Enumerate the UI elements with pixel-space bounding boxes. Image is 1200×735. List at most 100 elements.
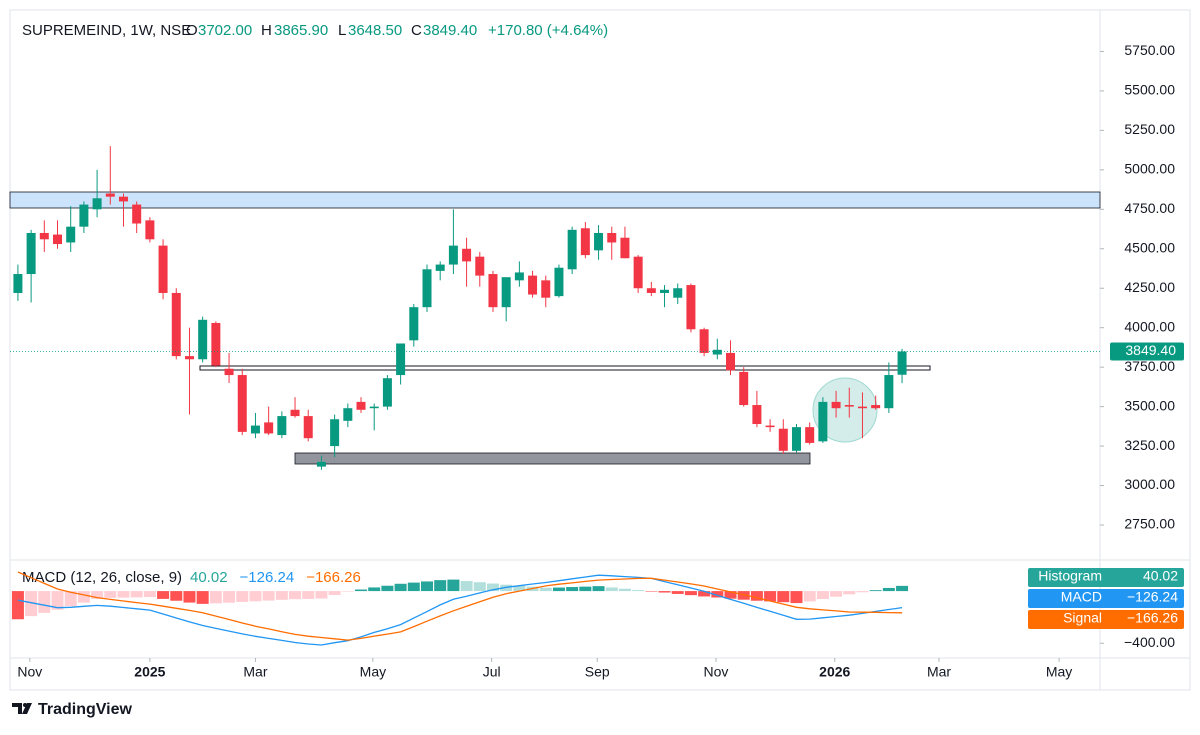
histogram-bar bbox=[486, 583, 499, 592]
y-tick-label: 3750.00 bbox=[1124, 358, 1175, 374]
histogram-bar bbox=[750, 591, 763, 601]
candle-body bbox=[53, 234, 63, 245]
candle-body bbox=[105, 193, 115, 197]
candle-body bbox=[264, 422, 274, 434]
candle-body bbox=[765, 425, 775, 428]
candle-body bbox=[66, 226, 76, 243]
candle-body bbox=[290, 409, 300, 417]
series-name: MACD bbox=[1061, 589, 1102, 605]
candle-body bbox=[871, 405, 881, 409]
x-tick-label: Jul bbox=[483, 664, 501, 680]
candle-body bbox=[382, 378, 392, 407]
histogram-bar bbox=[711, 591, 724, 598]
ohlc-value: 3702.00 bbox=[198, 22, 252, 39]
legend-value: 40.02 bbox=[190, 569, 228, 586]
candle-body bbox=[831, 401, 841, 409]
histogram-bar bbox=[869, 590, 882, 592]
x-tick-label: May bbox=[360, 664, 386, 680]
histogram-bar bbox=[632, 590, 645, 592]
candle-body bbox=[594, 232, 604, 251]
histogram-bar bbox=[38, 591, 51, 613]
candle-body bbox=[132, 204, 142, 224]
change: +170.80 (+4.64%) bbox=[488, 22, 608, 39]
histogram-bar bbox=[658, 591, 671, 593]
x-tick-label: 2025 bbox=[134, 664, 165, 680]
symbol: SUPREMEIND, 1W, NSE bbox=[22, 22, 191, 39]
indicator-line bbox=[17, 574, 903, 646]
histogram-bar bbox=[777, 591, 790, 603]
histogram-bar bbox=[856, 591, 869, 593]
candle-body bbox=[897, 351, 907, 375]
candle-body bbox=[356, 401, 366, 410]
x-tick-label: Nov bbox=[17, 664, 42, 680]
candle-body bbox=[488, 274, 498, 308]
histogram-bar bbox=[341, 591, 354, 592]
y-tick-label: 4000.00 bbox=[1124, 318, 1175, 334]
histogram-bar bbox=[355, 589, 368, 592]
candle-body bbox=[277, 416, 287, 436]
histogram-bar bbox=[434, 580, 447, 592]
candle-body bbox=[818, 401, 828, 442]
candle-body bbox=[778, 428, 788, 451]
histogram-bar bbox=[143, 591, 156, 598]
histogram-bar bbox=[447, 579, 460, 592]
candle-body bbox=[422, 269, 432, 308]
candle-body bbox=[857, 406, 867, 409]
y-tick-label: 5250.00 bbox=[1124, 121, 1175, 137]
ohlc-value: 3849.40 bbox=[423, 22, 477, 39]
candle-body bbox=[620, 237, 630, 259]
last-price-box bbox=[1110, 342, 1184, 361]
histogram-bar bbox=[816, 591, 829, 600]
histogram-bar bbox=[552, 587, 565, 592]
x-tick-label: May bbox=[1046, 664, 1072, 680]
series-box bbox=[1028, 568, 1184, 587]
histogram-bar bbox=[790, 591, 803, 604]
candle-body bbox=[118, 196, 128, 202]
y-tick-label: 4750.00 bbox=[1124, 200, 1175, 216]
candle-body bbox=[198, 319, 208, 360]
y-tick-label: 5500.00 bbox=[1124, 82, 1175, 98]
histogram-bar bbox=[64, 591, 77, 607]
candle-body bbox=[303, 416, 313, 439]
candle-body bbox=[39, 232, 49, 240]
histogram-bar bbox=[592, 586, 605, 592]
histogram-bar bbox=[684, 591, 697, 596]
histogram-bar bbox=[315, 591, 328, 599]
candle-body bbox=[726, 352, 736, 371]
candle-body bbox=[26, 232, 36, 275]
chart-frame bbox=[9, 9, 1191, 691]
candle-body bbox=[330, 419, 340, 447]
candle-body bbox=[567, 229, 577, 270]
candle-body bbox=[92, 198, 102, 210]
histogram-bar bbox=[328, 591, 341, 595]
candle-body bbox=[501, 277, 511, 308]
histogram-bar bbox=[196, 591, 209, 604]
histogram-bar bbox=[289, 591, 302, 600]
logo-mark bbox=[12, 703, 22, 714]
x-tick-label: Sep bbox=[585, 664, 610, 680]
candle-body bbox=[435, 264, 445, 271]
candle-body bbox=[712, 349, 722, 355]
histogram-bar bbox=[605, 587, 618, 592]
histogram-bar bbox=[183, 591, 196, 603]
y-tick-label: −400.00 bbox=[1124, 634, 1175, 650]
histogram-bar bbox=[460, 581, 473, 592]
y-tick-label: 3500.00 bbox=[1124, 397, 1175, 413]
candle-body bbox=[409, 307, 419, 341]
x-tick-label: 2026 bbox=[819, 664, 850, 680]
candle-body bbox=[541, 280, 551, 298]
histogram-bar bbox=[262, 591, 275, 601]
candle-body bbox=[171, 292, 181, 357]
candle-body bbox=[844, 405, 854, 407]
highlight-circle bbox=[812, 377, 878, 443]
histogram-bar bbox=[157, 591, 170, 599]
histogram-bar bbox=[671, 591, 684, 594]
ohlc-value: 3865.90 bbox=[274, 22, 328, 39]
histogram-bar bbox=[223, 591, 236, 603]
histogram-bar bbox=[513, 585, 526, 592]
resistance-zone bbox=[9, 191, 1101, 209]
histogram-bar bbox=[236, 591, 249, 602]
candle-body bbox=[448, 245, 458, 265]
histogram-bar bbox=[130, 591, 143, 598]
